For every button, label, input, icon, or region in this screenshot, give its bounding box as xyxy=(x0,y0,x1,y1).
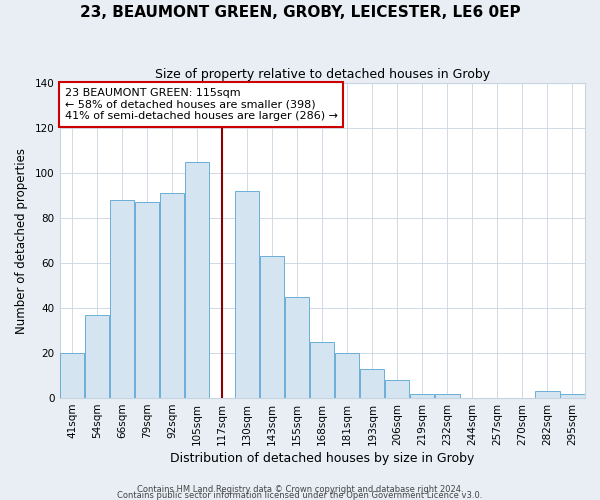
Bar xyxy=(385,380,409,398)
Bar xyxy=(560,394,584,398)
Text: 23 BEAUMONT GREEN: 115sqm
← 58% of detached houses are smaller (398)
41% of semi: 23 BEAUMONT GREEN: 115sqm ← 58% of detac… xyxy=(65,88,338,121)
Bar xyxy=(135,202,159,398)
Y-axis label: Number of detached properties: Number of detached properties xyxy=(15,148,28,334)
Text: Contains public sector information licensed under the Open Government Licence v3: Contains public sector information licen… xyxy=(118,490,482,500)
Bar xyxy=(410,394,434,398)
Bar xyxy=(360,369,385,398)
Bar xyxy=(110,200,134,398)
Bar xyxy=(435,394,460,398)
Bar xyxy=(260,256,284,398)
Bar xyxy=(235,191,259,398)
Text: 23, BEAUMONT GREEN, GROBY, LEICESTER, LE6 0EP: 23, BEAUMONT GREEN, GROBY, LEICESTER, LE… xyxy=(80,5,520,20)
Bar xyxy=(335,353,359,398)
Bar xyxy=(85,315,109,398)
Text: Contains HM Land Registry data © Crown copyright and database right 2024.: Contains HM Land Registry data © Crown c… xyxy=(137,484,463,494)
Bar xyxy=(185,162,209,398)
X-axis label: Distribution of detached houses by size in Groby: Distribution of detached houses by size … xyxy=(170,452,475,465)
Bar xyxy=(535,392,560,398)
Bar xyxy=(310,342,334,398)
Bar xyxy=(285,297,310,398)
Title: Size of property relative to detached houses in Groby: Size of property relative to detached ho… xyxy=(155,68,490,80)
Bar xyxy=(160,194,184,398)
Bar xyxy=(60,353,84,398)
